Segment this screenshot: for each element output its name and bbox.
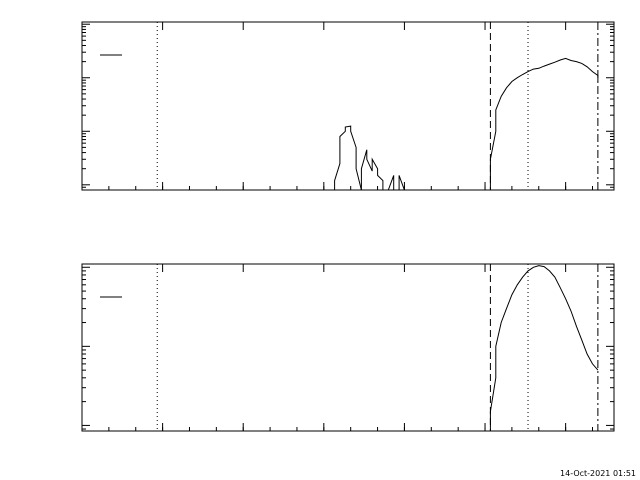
series-line-segment	[489, 265, 599, 431]
chart-panel-lo	[81, 21, 615, 191]
series-line-segment	[334, 125, 362, 190]
series-line-segment	[489, 57, 599, 190]
plot-frame	[81, 263, 615, 432]
series-line-segment	[398, 175, 405, 190]
plot-frame	[81, 21, 615, 191]
chart-panel-hi	[81, 263, 615, 432]
timestamp-label: 14-Oct-2021 01:51	[560, 469, 636, 478]
series-line-segment	[387, 175, 395, 190]
series-line-segment	[360, 149, 384, 190]
